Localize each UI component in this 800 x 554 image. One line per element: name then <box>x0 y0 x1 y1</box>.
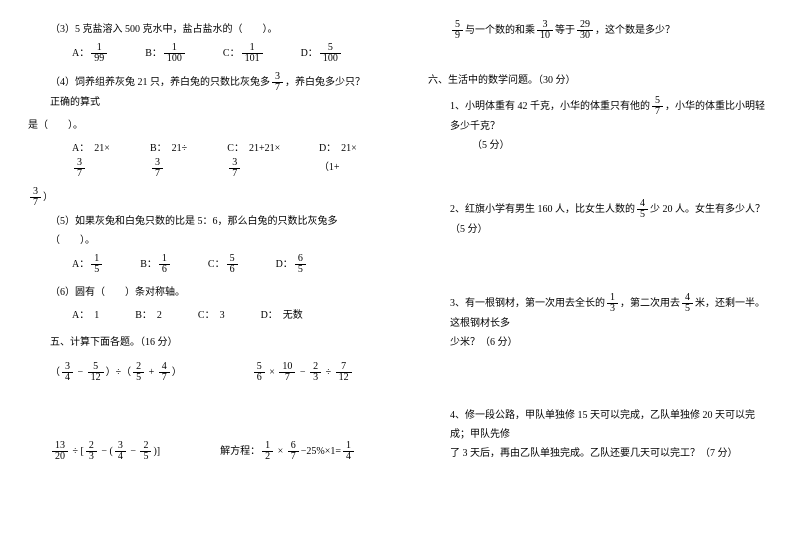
section-5: 五、计算下面各题。（16 分） <box>28 333 372 352</box>
top-expr: 59与一个数的和乘310等于2930，这个数是多少？ <box>428 20 772 41</box>
expr-2: 56 × 107 − 23 ÷ 712 <box>252 362 354 383</box>
q6-stem: （6）圆有（ ）条对称轴。 <box>28 283 372 302</box>
q5-D: D：65 <box>276 254 308 275</box>
expr-1: （34 − 512）÷（25 + 47） <box>50 362 182 383</box>
q5-C: C：56 <box>208 254 240 275</box>
q6-C: C： 3 <box>198 306 225 325</box>
problem-2: 2、红旗小学有男生 160 人，比女生人数的45少 20 人。女生有多少人？（5… <box>428 199 772 239</box>
right-column: 59与一个数的和乘310等于2930，这个数是多少？ 六、生活中的数学问题。（3… <box>400 0 800 554</box>
q4-tail: 37） <box>28 187 372 208</box>
left-column: （3）5 克盐溶入 500 克水中，盐占盐水的（ ）。 A：199 B：1100… <box>0 0 400 554</box>
q4-stem-line2: 是（ ）。 <box>28 116 372 135</box>
q6-D: D： 无数 <box>261 306 303 325</box>
q6-B: B： 2 <box>135 306 162 325</box>
problem-1: 1、小明体重有 42 千克，小华的体重只有他的57，小华的体重比小明轻多少千克？… <box>428 96 772 155</box>
q4-opts: A： 21×37 B： 21÷37 C： 21+21×37 D： 21×（1+ <box>28 139 372 179</box>
q5-B: B：16 <box>140 254 172 275</box>
q3-B: B：1100 <box>145 43 187 64</box>
eq-row-2: 1320 ÷ [23 − (34 − 25)] 解方程：12 × 67−25%×… <box>28 441 372 462</box>
problem-4: 4、修一段公路，甲队单独修 15 天可以完成，乙队单独修 20 天可以完成；甲队… <box>428 406 772 463</box>
q5-opts: A：15 B：16 C：56 D：65 <box>28 254 372 275</box>
q3-opts: A：199 B：1100 C：1101 D：5100 <box>28 43 372 64</box>
q5-A: A：15 <box>72 254 104 275</box>
q6-A: A： 1 <box>72 306 99 325</box>
q5-stem: （5）如果灰兔和白兔只数的比是 5：6，那么白兔的只数比灰兔多（ ）。 <box>28 212 372 250</box>
q4-A: A： 21×37 <box>72 139 120 179</box>
eq-row-1: （34 − 512）÷（25 + 47） 56 × 107 − 23 ÷ 712 <box>28 362 372 383</box>
expr-3: 1320 ÷ [23 − (34 − 25)] <box>50 441 160 462</box>
expr-4: 解方程：12 × 67−25%×1=14 <box>220 441 356 462</box>
q3-D: D：5100 <box>301 43 343 64</box>
q4-B: B： 21÷37 <box>150 139 197 179</box>
q3-stem: （3）5 克盐溶入 500 克水中，盐占盐水的（ ）。 <box>28 20 372 39</box>
q6-opts: A： 1 B： 2 C： 3 D： 无数 <box>28 306 372 325</box>
q4-stem-line1: （4）饲养组养灰兔 21 只，养白兔的只数比灰兔多37，养白兔多少只？正确的算式 <box>28 72 372 112</box>
q3-A: A：199 <box>72 43 109 64</box>
section-6: 六、生活中的数学问题。（30 分） <box>428 71 772 90</box>
q3-C: C：1101 <box>223 43 265 64</box>
problem-3: 3、有一根钢材，第一次用去全长的13，第二次用去45米，还剩一半。这根钢材长多 … <box>428 293 772 352</box>
q4-D: D： 21×（1+ <box>319 139 372 179</box>
q4-C: C： 21+21×37 <box>227 139 289 179</box>
